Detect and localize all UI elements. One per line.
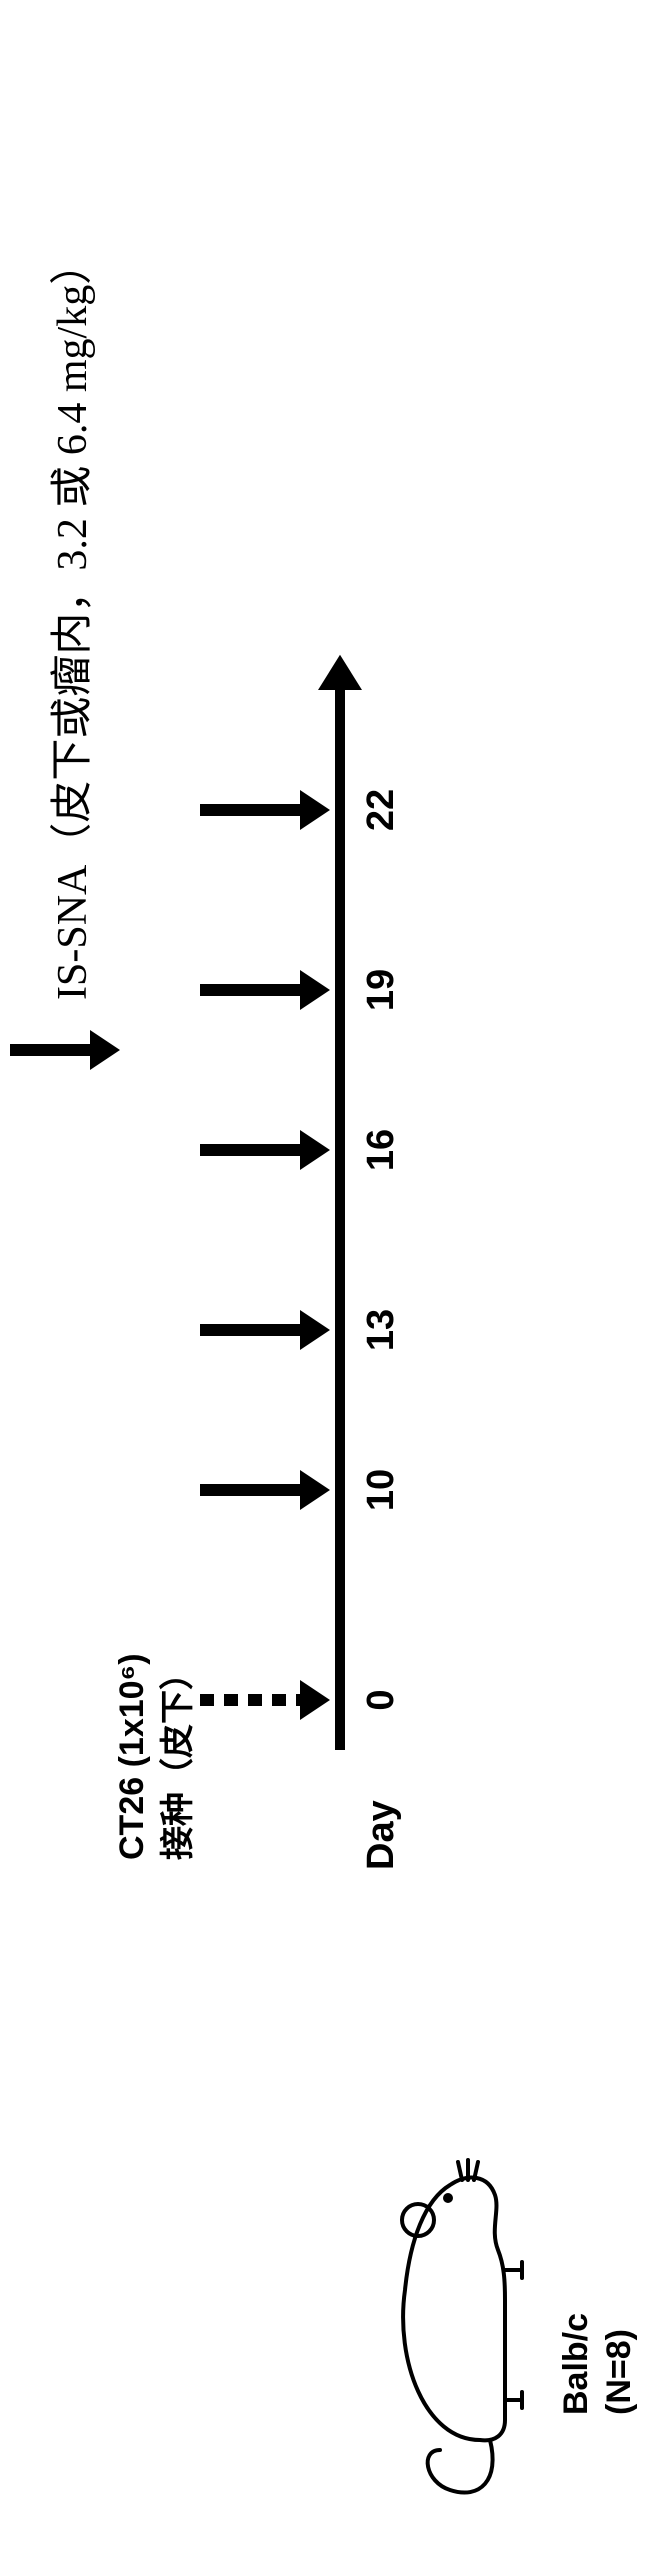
- figure-stage: Balb/c (N=8) CT26 (1x10⁶) 接种（皮下） Day 010…: [0, 0, 649, 2560]
- legend-text: IS-SNA（皮下或瘤内，3.2 或 6.4 mg/kg）: [38, 243, 99, 1000]
